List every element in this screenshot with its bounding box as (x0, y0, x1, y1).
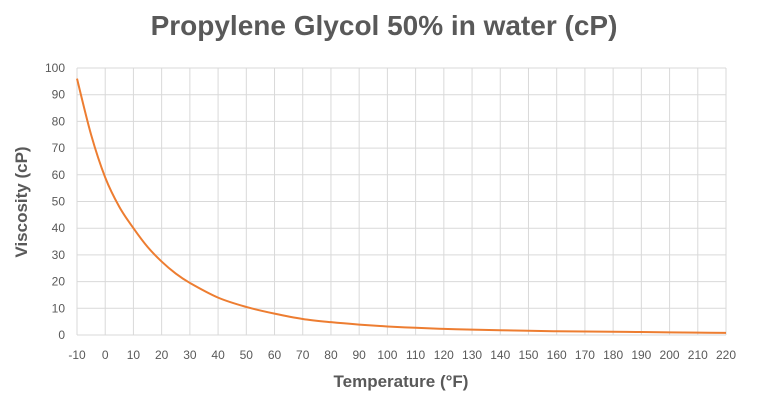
x-tick-label: 200 (660, 348, 680, 362)
x-tick-label: 90 (352, 348, 366, 362)
x-tick-label: 160 (547, 348, 567, 362)
y-tick-label: 60 (52, 168, 66, 182)
x-tick-label: 0 (102, 348, 109, 362)
y-tick-label: 10 (52, 301, 66, 315)
y-tick-label: 0 (58, 328, 65, 342)
x-tick-label: 150 (518, 348, 538, 362)
x-tick-label: 30 (183, 348, 197, 362)
x-tick-label: 50 (240, 348, 254, 362)
x-tick-label: 100 (377, 348, 397, 362)
x-tick-label: 220 (716, 348, 736, 362)
x-tick-label: 130 (462, 348, 482, 362)
x-tick-label: 210 (688, 348, 708, 362)
x-tick-label: 10 (127, 348, 141, 362)
x-tick-label: 180 (603, 348, 623, 362)
x-axis-title: Temperature (°F) (333, 372, 469, 391)
x-tick-label: 140 (490, 348, 510, 362)
x-tick-label: -10 (68, 348, 86, 362)
y-tick-label: 40 (52, 221, 66, 235)
y-tick-label: 80 (52, 114, 66, 128)
y-tick-label: 30 (52, 248, 66, 262)
y-tick-label: 70 (52, 141, 66, 155)
y-tick-label: 90 (52, 88, 66, 102)
x-tick-label: 120 (434, 348, 454, 362)
x-tick-label: 20 (155, 348, 169, 362)
x-tick-label: 80 (324, 348, 338, 362)
x-tick-label: 190 (631, 348, 651, 362)
chart-title: Propylene Glycol 50% in water (cP) (150, 10, 618, 41)
x-tick-label: 40 (211, 348, 225, 362)
x-tick-label: 110 (406, 348, 425, 362)
y-tick-label: 100 (45, 61, 65, 75)
y-tick-label: 20 (52, 275, 66, 289)
y-tick-label: 50 (52, 195, 66, 209)
x-tick-label: 60 (268, 348, 282, 362)
x-tick-label: 170 (575, 348, 595, 362)
grid (76, 67, 727, 336)
series (76, 78, 727, 334)
series-line-propylene-glycol (76, 78, 727, 334)
x-tick-label: 70 (296, 348, 310, 362)
